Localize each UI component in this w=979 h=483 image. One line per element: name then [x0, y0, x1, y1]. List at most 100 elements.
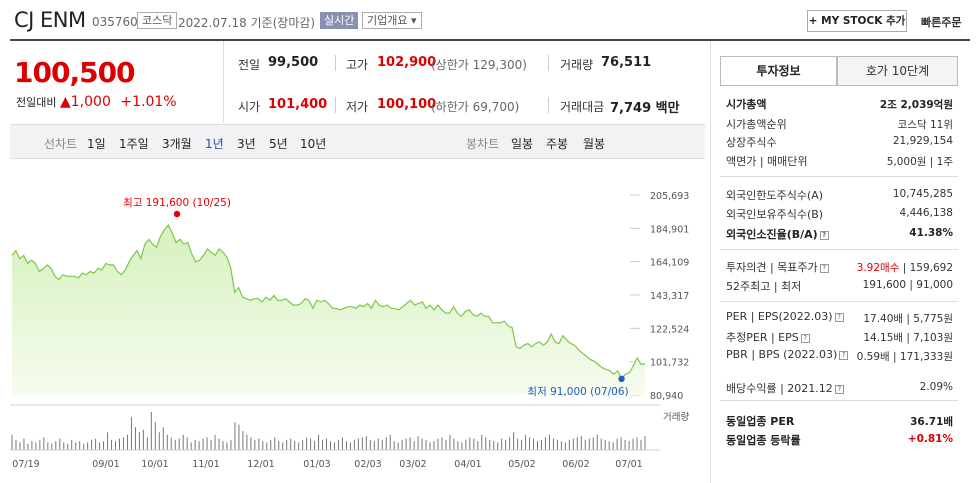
info-value: 191,600 | 91,000: [863, 279, 953, 291]
info-label: 상장주식수: [726, 134, 777, 150]
info-value-text: 159,692: [909, 262, 953, 274]
info-value: 21,929,154: [893, 135, 953, 147]
info-label-text: 동일업종 PER: [726, 415, 795, 428]
panel-section-divider: [720, 301, 958, 302]
min-point-marker: [618, 375, 625, 383]
corp-overview-dropdown[interactable]: 기업개요 ▾: [362, 12, 422, 29]
info-label: 동일업종 등락률: [726, 432, 801, 448]
help-icon[interactable]: ?: [834, 312, 844, 322]
info-value: 코스닥 11위: [898, 117, 953, 132]
y-tick-label: 184,901: [650, 224, 689, 235]
info-label: 시가총액순위: [726, 116, 787, 132]
tab-1y[interactable]: 1년: [205, 137, 224, 151]
info-value: 4,446,138: [900, 207, 953, 219]
info-label: 외국인소진율(B/A)?: [726, 226, 829, 242]
high-value: 102,900: [377, 55, 437, 70]
price-area: [12, 225, 645, 395]
tab-3m[interactable]: 3개월: [162, 137, 192, 151]
info-value-text: 191,600 | 91,000: [862, 279, 953, 291]
x-tick-label: 07/01: [615, 459, 642, 470]
tab-orderbook[interactable]: 호가 10단계: [837, 56, 958, 86]
y-tick-label: 80,940: [650, 391, 683, 402]
price-line: [11, 223, 646, 381]
price-divider: [223, 41, 224, 123]
tab-weekly[interactable]: 주봉: [546, 137, 569, 151]
info-value: +0.81%: [908, 433, 953, 445]
change-value: 1,000: [70, 94, 111, 110]
info-label: 동일업종 PER: [726, 413, 794, 429]
info-value-text: +0.81%: [907, 433, 953, 445]
tab-invest-info[interactable]: 투자정보: [720, 56, 837, 86]
x-tick-label: 02/03: [354, 459, 381, 470]
help-icon[interactable]: ?: [819, 263, 829, 273]
quick-order-link[interactable]: 빠른주문: [921, 16, 962, 29]
info-label-text: 추정PER | EPS: [726, 331, 799, 344]
info-label: 액면가 | 매매단위: [726, 153, 808, 169]
x-tick-label: 09/01: [92, 459, 119, 470]
info-value: 14.15배 | 7,103원: [863, 330, 953, 345]
add-mystock-button[interactable]: + MY STOCK 추가: [807, 10, 907, 32]
panel-section-divider: [720, 249, 958, 250]
info-value-text: 21,929,154: [892, 135, 953, 147]
volume-axis-label: 거래량: [663, 411, 689, 423]
panel-section-divider: [720, 400, 958, 401]
tab-1w[interactable]: 1주일: [119, 137, 149, 151]
high-label: 고가: [346, 58, 369, 72]
x-tick-label: 07/19: [12, 459, 39, 470]
x-tick-label: 05/02: [508, 459, 535, 470]
panel-section-divider: [720, 176, 958, 177]
info-label-text: 시가총액순위: [726, 118, 787, 131]
info-value: 2조 2,039억원: [880, 97, 953, 112]
info-label-text: 액면가 | 매매단위: [726, 155, 808, 168]
tab-3y[interactable]: 3년: [237, 137, 256, 151]
price-chart: 205,693 184,901 164,109 143,317 122,524 101,7…: [10, 191, 689, 470]
info-value-text: 36.71배: [910, 416, 953, 428]
info-label-text: 투자의견 | 목표주가: [726, 261, 818, 274]
tab-monthly[interactable]: 월봉: [583, 137, 606, 151]
info-label-text: 외국인소진율(B/A): [726, 228, 818, 241]
change-percent: +1.01%: [120, 94, 177, 110]
stock-name: CJ ENM: [14, 8, 86, 32]
info-value-text: 5,000원 | 1주: [886, 156, 953, 168]
x-tick-label: 12/01: [247, 459, 274, 470]
info-label-text: 52주최고 | 최저: [726, 280, 802, 293]
tab-10y[interactable]: 10년: [300, 137, 327, 151]
info-value-text: 0.59배 | 171,333원: [856, 351, 953, 363]
divider: [548, 97, 549, 113]
info-value: 41.38%: [909, 227, 953, 239]
candle-chart-label: 봉차트: [466, 137, 500, 151]
tab-5y[interactable]: 5년: [269, 137, 288, 151]
info-value: 3.92매수 | 159,692: [857, 260, 953, 275]
divider: [548, 55, 549, 71]
tab-1d[interactable]: 1일: [87, 137, 106, 151]
current-price: 100,500: [14, 56, 136, 89]
info-value-text: 14.15배 | 7,103원: [863, 332, 953, 344]
info-label: PER | EPS(2022.03)?: [726, 310, 844, 323]
quote-date: 2022.07.18 기준(장마감): [178, 16, 316, 30]
amount-value: 7,749 백만: [610, 101, 680, 116]
lower-limit: (하한가 69,700): [431, 100, 520, 114]
info-label-text: 외국인보유주식수(B): [726, 208, 824, 221]
x-tick-label: 03/02: [399, 459, 426, 470]
info-label-text: 외국인한도주식수(A): [726, 189, 824, 202]
y-tick-label: 122,524: [650, 324, 689, 335]
tab-daily[interactable]: 일봉: [511, 137, 534, 151]
help-icon[interactable]: ?: [839, 350, 849, 360]
realtime-button[interactable]: 실시간: [320, 12, 359, 29]
info-value: 17.40배 | 5,775원: [863, 311, 953, 326]
max-point-marker: [173, 210, 181, 218]
volume-label: 거래량: [560, 58, 594, 72]
investment-opinion: 3.92매수: [856, 262, 900, 274]
open-label: 시가: [238, 100, 261, 114]
open-value: 101,400: [268, 97, 328, 112]
up-arrow-icon: ▲: [59, 94, 71, 110]
info-value-text: 2조 2,039억원: [879, 99, 953, 111]
x-tick-label: 10/01: [141, 459, 168, 470]
y-tick-label: 164,109: [650, 258, 689, 269]
market-badge: 코스닥: [137, 12, 178, 29]
help-icon[interactable]: ?: [819, 230, 829, 240]
header-divider: [10, 39, 970, 41]
help-icon[interactable]: ?: [834, 384, 844, 394]
help-icon[interactable]: ?: [800, 333, 810, 343]
info-label: 투자의견 | 목표주가?: [726, 259, 829, 275]
